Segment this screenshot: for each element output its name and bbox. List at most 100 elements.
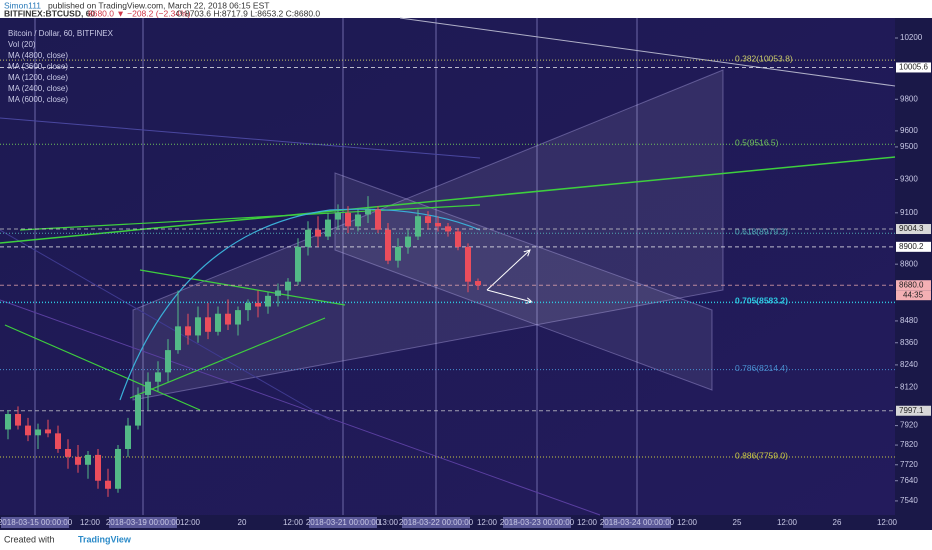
candle-body bbox=[385, 229, 391, 261]
legend-entry: Vol (20) bbox=[8, 40, 36, 49]
x-tick-label: 12:00 bbox=[80, 518, 101, 527]
fib-label: 0.705(8583.2) bbox=[735, 296, 788, 306]
candle-body bbox=[185, 326, 191, 336]
legend-entry: MA (4800, close) bbox=[8, 51, 68, 60]
x-tick-label: 2018-03-21 00:00:00 bbox=[306, 518, 381, 527]
x-tick-label: 12:00 bbox=[677, 518, 698, 527]
candle-body bbox=[205, 317, 211, 332]
y-tick-label: 7920 bbox=[900, 421, 918, 430]
candle-body bbox=[435, 222, 441, 227]
author[interactable]: Simon111 bbox=[4, 0, 41, 10]
candle-body bbox=[305, 229, 311, 247]
x-label-box bbox=[402, 517, 470, 528]
price-tag bbox=[896, 405, 931, 416]
x-tick-label: 12:00 bbox=[577, 518, 598, 527]
x-label-box bbox=[1, 517, 69, 528]
y-tick-label: 7820 bbox=[900, 440, 918, 449]
candle-body bbox=[295, 246, 301, 282]
candle-body bbox=[5, 414, 11, 430]
footer-brand[interactable]: TradingView bbox=[78, 534, 132, 544]
y-tick-label: 9600 bbox=[900, 126, 918, 135]
published: published on TradingView.com, March 22, … bbox=[48, 0, 269, 10]
candle-body bbox=[455, 231, 461, 247]
candle-body bbox=[105, 480, 111, 489]
candle-body bbox=[315, 229, 321, 237]
y-tick-label: 7540 bbox=[900, 496, 918, 505]
candle-body bbox=[215, 313, 221, 332]
candle-body bbox=[265, 295, 271, 307]
countdown-box bbox=[896, 290, 931, 301]
header-bar bbox=[0, 0, 932, 18]
price-tag-label: 10005.6 bbox=[899, 63, 928, 72]
legend-entry: Bitcoin / Dollar, 60, BITFINEX bbox=[8, 29, 114, 38]
y-tick-label: 8360 bbox=[900, 338, 918, 347]
y-tick-label: 10200 bbox=[900, 33, 923, 42]
x-tick-label: 2018-03-19 00:00:00 bbox=[106, 518, 181, 527]
candle-body bbox=[95, 454, 101, 481]
candle-body bbox=[195, 317, 201, 336]
candle-body bbox=[135, 394, 141, 426]
x-tick-label: 2018-03-24 00:00:00 bbox=[600, 518, 675, 527]
x-tick-label: 12:00 bbox=[180, 518, 201, 527]
footer-bar bbox=[0, 530, 932, 550]
countdown: 44:35 bbox=[903, 290, 924, 299]
candle-body bbox=[175, 326, 181, 351]
candle-body bbox=[25, 425, 31, 436]
candle-body bbox=[255, 302, 261, 307]
candle-body bbox=[335, 212, 341, 220]
price-tag-label: 8900.2 bbox=[899, 242, 924, 251]
fib-label: 0.382(10053.8) bbox=[735, 53, 793, 63]
legend-entry: MA (6000, close) bbox=[8, 95, 68, 104]
legend-entry: MA (3600, close) bbox=[8, 62, 68, 71]
candle-body bbox=[45, 429, 51, 434]
candle-body bbox=[55, 433, 61, 449]
candle-body bbox=[225, 313, 231, 325]
x-tick-label: 26 bbox=[833, 518, 842, 527]
y-tick-label: 7640 bbox=[900, 476, 918, 485]
price-tag-label: 8680.0 bbox=[899, 280, 924, 289]
ohlc: O:8703.6 H:8717.9 L:8653.2 C:8680.0 bbox=[176, 8, 320, 18]
fib-label: 0.886(7759.0) bbox=[735, 450, 788, 460]
y-tick-label: 8120 bbox=[900, 382, 918, 391]
legend: Bitcoin / Dollar, 60, BITFINEX Vol (20) MA… bbox=[8, 29, 114, 104]
footer-created: Created with bbox=[4, 534, 55, 544]
candle-body bbox=[415, 216, 421, 237]
fib-label: 0.5(9516.5) bbox=[735, 138, 779, 148]
candle-body bbox=[65, 448, 71, 457]
price-tag-label: 9004.3 bbox=[899, 224, 924, 233]
x-tick-label: 2018-03-22 00:00:00 bbox=[399, 518, 474, 527]
y-tick-label: 9500 bbox=[900, 142, 918, 151]
x-tick-label: 20 bbox=[238, 518, 247, 527]
y-tick-label: 7720 bbox=[900, 460, 918, 469]
plot-area bbox=[0, 18, 895, 515]
x-tick-label: 2018-03-23 00:00:00 bbox=[500, 518, 575, 527]
candle-body bbox=[155, 372, 161, 382]
x-label-box bbox=[603, 517, 671, 528]
candle-body bbox=[405, 236, 411, 247]
price-tag bbox=[896, 224, 931, 235]
candle-body bbox=[375, 209, 381, 230]
symbol: BITFINEX:BTCUSD, 60 bbox=[4, 8, 95, 18]
candle-body bbox=[465, 246, 471, 282]
x-tick-label: 12:00 bbox=[877, 518, 898, 527]
x-label-box bbox=[309, 517, 377, 528]
price-tag-label: 7997.1 bbox=[899, 406, 924, 415]
candle-body bbox=[355, 214, 361, 227]
x-tick-label: 25 bbox=[733, 518, 742, 527]
candle-body bbox=[395, 246, 401, 261]
y-tick-label: 9100 bbox=[900, 208, 918, 217]
x-label-box bbox=[109, 517, 177, 528]
price-tag bbox=[896, 241, 931, 252]
candle-body bbox=[275, 290, 281, 296]
candle-body bbox=[325, 219, 331, 237]
fib-label: 0.618(8979.3) bbox=[735, 227, 788, 237]
candle-body bbox=[445, 226, 451, 232]
x-tick-label: 12:00 bbox=[283, 518, 304, 527]
candle-body bbox=[35, 429, 41, 436]
y-tick-label: 8800 bbox=[900, 259, 918, 268]
price-axis bbox=[895, 18, 932, 515]
candle-body bbox=[125, 425, 131, 449]
candle-body bbox=[245, 302, 251, 311]
